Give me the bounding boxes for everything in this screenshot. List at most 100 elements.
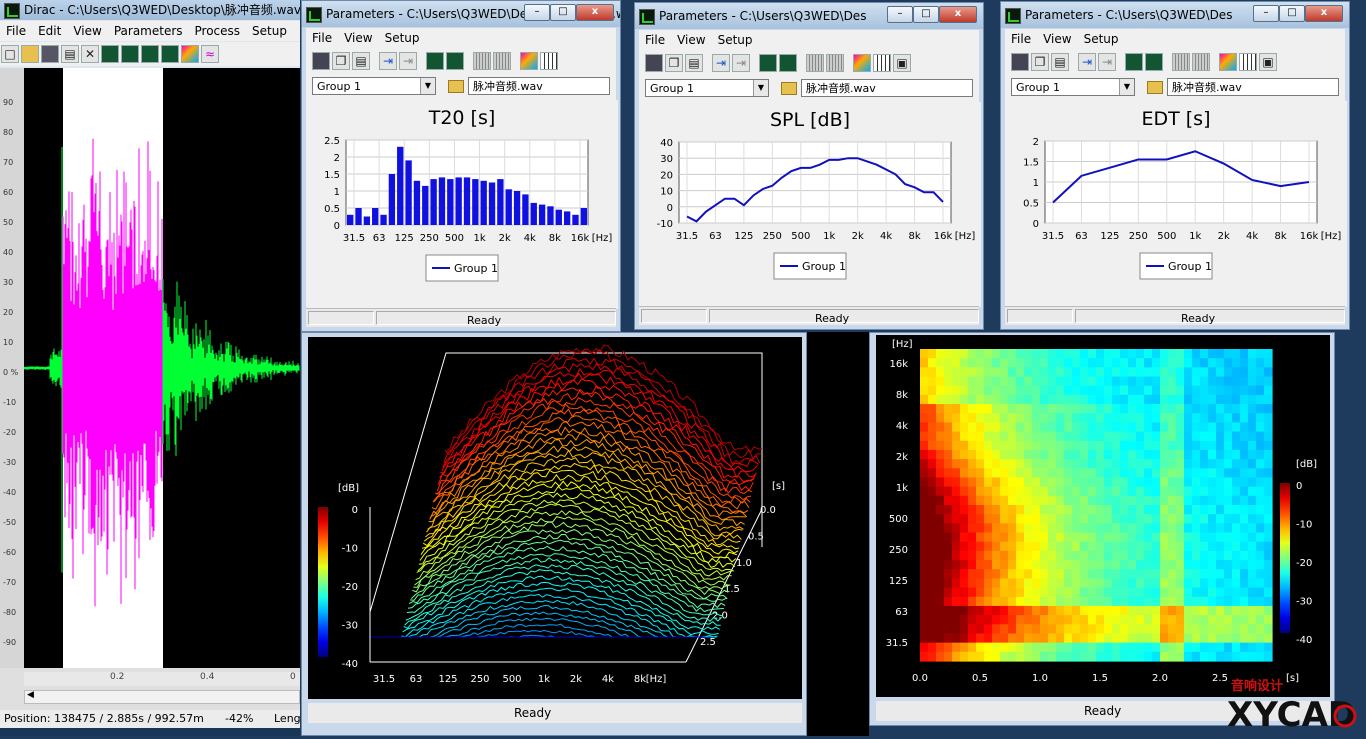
graph-view-icon[interactable] <box>1219 53 1237 71</box>
maximize-button[interactable]: □ <box>913 6 939 23</box>
file-field[interactable]: 脉冲音频.wav <box>801 79 973 97</box>
menu-file[interactable]: File <box>6 24 27 38</box>
copy-icon[interactable]: ❐ <box>332 52 350 70</box>
channel-1-icon[interactable]: ⇥ <box>712 54 730 72</box>
print-icon[interactable]: ▤ <box>61 45 79 63</box>
octave-icon[interactable] <box>493 52 511 70</box>
spectrum-view-icon[interactable] <box>141 45 159 63</box>
energy-icon[interactable] <box>446 52 464 70</box>
open-folder-icon[interactable] <box>21 45 39 63</box>
menu-view[interactable]: View <box>1043 32 1072 46</box>
chevron-down-icon[interactable]: ▼ <box>420 78 435 94</box>
spectrogram-cell <box>992 449 1001 460</box>
menu-setup[interactable]: Setup <box>384 31 420 45</box>
spectrogram-cell <box>920 651 929 662</box>
spectrogram-cell <box>1152 404 1161 414</box>
channel-1-icon[interactable]: ⇥ <box>1078 53 1096 71</box>
minimize-button[interactable]: – <box>524 4 550 21</box>
spectrogram-cell <box>1184 550 1193 561</box>
menu-setup[interactable]: Setup <box>1083 32 1119 46</box>
spectrogram-cell <box>1008 449 1017 460</box>
close-button[interactable]: x <box>1305 5 1343 22</box>
menu-view[interactable]: View <box>73 24 102 38</box>
spectrogram-cell <box>944 468 953 479</box>
table-view-icon[interactable] <box>1239 53 1257 71</box>
save-icon[interactable] <box>41 45 59 63</box>
bandpass-icon[interactable] <box>806 54 824 72</box>
x-tick-label: 31.5 <box>373 674 395 685</box>
table-view-icon[interactable] <box>540 52 558 70</box>
horizontal-scrollbar[interactable]: ◀ <box>24 690 300 704</box>
waterfall-plot[interactable]: [dB] 0 -10 -20 -30 -40 31.5 63 125 250 500 1k 2k 4k 8k… <box>308 337 802 699</box>
parameter-chart[interactable]: EDT [s] 0 0.5 1 1.5 2 31.5 63 125 250 500 1k 2k 4k 8k 1… <box>1005 101 1347 307</box>
menu-setup[interactable]: Setup <box>252 24 287 38</box>
channel-2-icon[interactable]: ⇥ <box>732 54 750 72</box>
minimize-button[interactable]: – <box>887 6 913 23</box>
impulse-icon[interactable] <box>1125 53 1143 71</box>
spectrogram-plot[interactable]: [Hz] 16k 8k 4k 2k 1k 500 250 125 63 31.5 0.0 0.5 1.0 1… <box>876 335 1330 697</box>
energy-icon[interactable] <box>1145 53 1163 71</box>
print-icon[interactable]: ▤ <box>1051 53 1069 71</box>
scroll-left-icon[interactable]: ◀ <box>27 690 34 700</box>
open-folder-icon[interactable] <box>1147 81 1163 94</box>
group-select[interactable]: Group 1 ▼ <box>1011 78 1135 96</box>
group-select[interactable]: Group 1 ▼ <box>645 79 769 97</box>
save-icon[interactable] <box>1011 53 1029 71</box>
chevron-down-icon[interactable]: ▼ <box>1119 79 1134 95</box>
bandpass-icon[interactable] <box>473 52 491 70</box>
menu-setup[interactable]: Setup <box>717 33 753 47</box>
graph-view-icon[interactable] <box>853 54 871 72</box>
print-icon[interactable]: ▤ <box>685 54 703 72</box>
dirac-app-icon <box>639 8 655 25</box>
bandpass-icon[interactable] <box>1172 53 1190 71</box>
graph-view-icon[interactable] <box>520 52 538 70</box>
copy-icon[interactable]: ❐ <box>1031 53 1049 71</box>
file-field[interactable]: 脉冲音频.wav <box>1167 78 1339 96</box>
copy-icon[interactable]: ❐ <box>665 54 683 72</box>
open-folder-icon[interactable] <box>781 82 797 95</box>
octave-icon[interactable] <box>826 54 844 72</box>
file-field[interactable]: 脉冲音频.wav <box>468 77 610 95</box>
group-select[interactable]: Group 1 ▼ <box>312 77 436 95</box>
new-file-icon[interactable]: □ <box>1 45 19 63</box>
chevron-down-icon[interactable]: ▼ <box>753 80 768 96</box>
maximize-button[interactable]: □ <box>1279 5 1305 22</box>
parameters-color-icon[interactable] <box>181 45 199 63</box>
menu-parameters[interactable]: Parameters <box>113 24 183 38</box>
menu-file[interactable]: File <box>645 33 666 47</box>
waveform-view-icon[interactable] <box>101 45 119 63</box>
close-button[interactable]: x <box>939 6 977 23</box>
energy-view-icon[interactable] <box>121 45 139 63</box>
menu-process[interactable]: Process <box>194 24 241 38</box>
properties-icon[interactable]: ▣ <box>893 54 911 72</box>
impulse-icon[interactable] <box>426 52 444 70</box>
save-icon[interactable] <box>312 52 330 70</box>
filter-view-icon[interactable] <box>161 45 179 63</box>
spectrogram-cell <box>1152 431 1161 442</box>
minimize-button[interactable]: – <box>1253 5 1279 22</box>
maximize-button[interactable]: □ <box>550 4 576 21</box>
channel-1-icon[interactable]: ⇥ <box>379 52 397 70</box>
print-icon[interactable]: ▤ <box>352 52 370 70</box>
save-icon[interactable] <box>645 54 663 72</box>
menu-view[interactable]: View <box>677 33 706 47</box>
octave-icon[interactable] <box>1192 53 1210 71</box>
table-view-icon[interactable] <box>873 54 891 72</box>
menu-file[interactable]: File <box>1011 32 1032 46</box>
waveform-area[interactable] <box>0 68 300 668</box>
menu-file[interactable]: File <box>312 31 333 45</box>
menu-view[interactable]: View <box>344 31 373 45</box>
graph-icon[interactable]: ≈ <box>201 45 219 63</box>
impulse-icon[interactable] <box>759 54 777 72</box>
open-folder-icon[interactable] <box>448 80 464 93</box>
channel-2-icon[interactable]: ⇥ <box>399 52 417 70</box>
properties-icon[interactable]: ▣ <box>1259 53 1277 71</box>
parameter-chart[interactable]: SPL [dB] -10 0 10 20 30 40 31.5 63 125 250 500 1k 2k 4… <box>639 102 981 307</box>
menu-edit[interactable]: Edit <box>38 24 62 38</box>
close-button[interactable]: x <box>576 4 614 21</box>
spectrogram-cell <box>1224 440 1233 451</box>
energy-icon[interactable] <box>779 54 797 72</box>
channel-2-icon[interactable]: ⇥ <box>1098 53 1116 71</box>
close-icon[interactable]: ✕ <box>81 45 99 63</box>
parameter-chart[interactable]: T20 [s] 0 0.5 1 1.5 2 2.5 31.5 63 125 250 500 1k 2k 4k… <box>306 100 618 309</box>
